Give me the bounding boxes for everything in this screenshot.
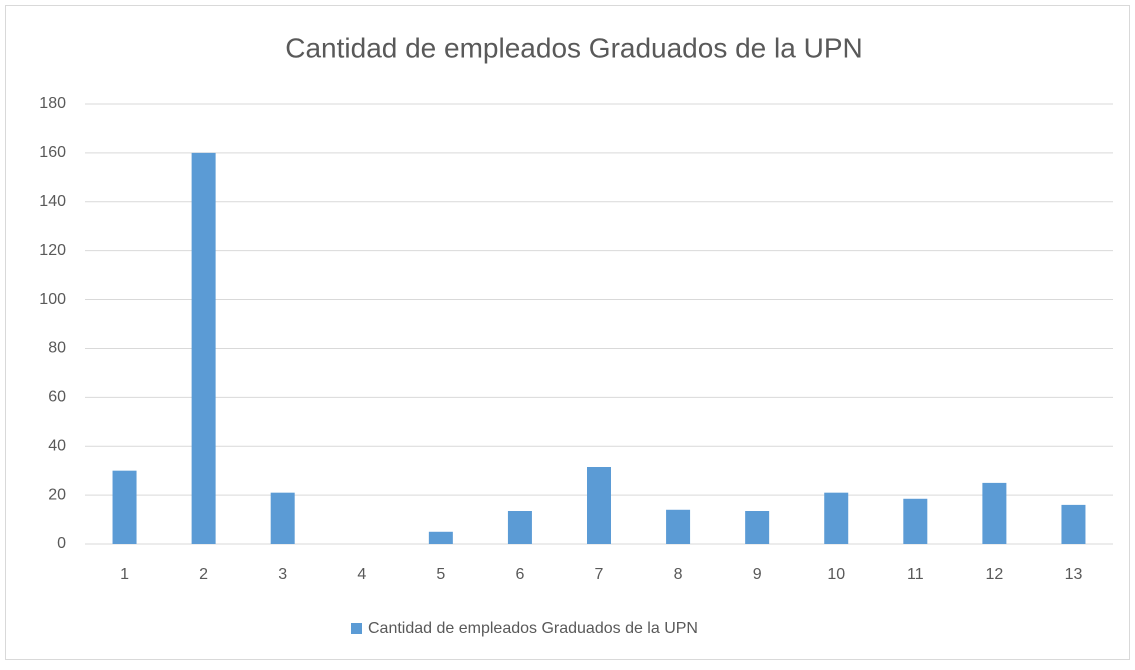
- x-tick-label: 7: [595, 566, 604, 583]
- bar: [428, 531, 453, 544]
- bar: [903, 498, 928, 544]
- y-tick-label: 0: [57, 535, 66, 552]
- x-tick-label: 10: [827, 566, 845, 583]
- legend-swatch: [351, 623, 362, 634]
- bar: [1061, 504, 1086, 544]
- bar: [824, 492, 849, 544]
- y-tick-label: 20: [48, 486, 66, 503]
- legend-label: Cantidad de empleados Graduados de la UP…: [368, 620, 698, 637]
- y-tick-label: 40: [48, 437, 66, 454]
- x-tick-label: 9: [753, 566, 762, 583]
- chart-title: Cantidad de empleados Graduados de la UP…: [285, 32, 862, 63]
- x-tick-label: 3: [278, 566, 287, 583]
- bar: [982, 482, 1007, 544]
- x-tick-label: 12: [985, 566, 1003, 583]
- y-tick-label: 60: [48, 389, 66, 406]
- y-tick-label: 140: [39, 193, 66, 210]
- x-tick-label: 13: [1065, 566, 1083, 583]
- bar: [270, 492, 295, 544]
- bar: [666, 509, 691, 544]
- x-tick-label: 2: [199, 566, 208, 583]
- y-tick-label: 100: [39, 291, 66, 308]
- y-tick-label: 180: [39, 95, 66, 112]
- y-tick-label: 160: [39, 144, 66, 161]
- x-tick-label: 8: [674, 566, 683, 583]
- y-tick-label: 120: [39, 242, 66, 259]
- bar: [191, 152, 216, 544]
- bar: [507, 511, 532, 544]
- y-tick-label: 80: [48, 340, 66, 357]
- x-tick-label: 11: [907, 566, 924, 583]
- bar: [112, 470, 137, 544]
- x-tick-label: 6: [515, 566, 524, 583]
- bar: [587, 467, 611, 544]
- x-tick-label: 1: [120, 566, 129, 583]
- bar: [745, 511, 770, 544]
- x-tick-label: 5: [436, 566, 445, 583]
- x-tick-label: 4: [357, 566, 366, 583]
